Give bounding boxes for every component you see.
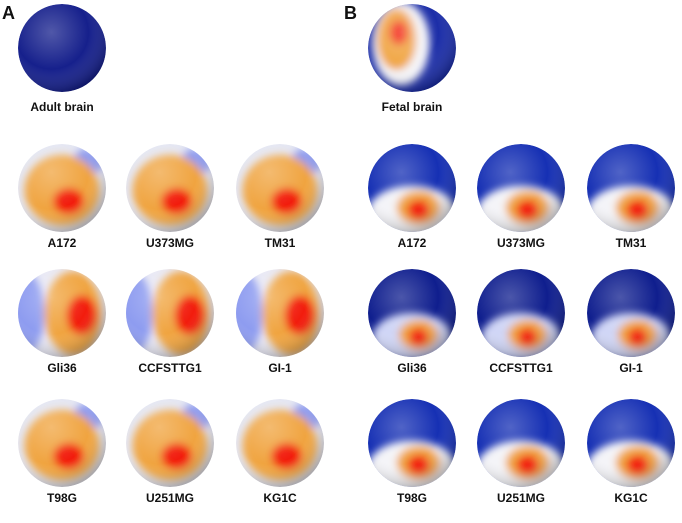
sphere <box>126 144 214 232</box>
sphere <box>368 269 456 357</box>
sphere <box>236 269 324 357</box>
sphere-label: T98G <box>47 491 77 505</box>
sphere <box>126 269 214 357</box>
sphere <box>368 399 456 487</box>
sphere-label: U251MG <box>146 491 194 505</box>
sphere <box>587 144 675 232</box>
sphere-label: U251MG <box>497 491 545 505</box>
sphere-label: TM31 <box>265 236 296 250</box>
sphere <box>18 399 106 487</box>
sphere <box>587 399 675 487</box>
sphere-label: U373MG <box>146 236 194 250</box>
sphere <box>587 269 675 357</box>
sphere <box>18 144 106 232</box>
sphere <box>126 399 214 487</box>
sphere-label: KG1C <box>614 491 648 505</box>
sphere-label: CCFSTTG1 <box>138 361 202 375</box>
sphere-label: A172 <box>398 236 427 250</box>
sphere <box>477 144 565 232</box>
sphere-label: A172 <box>48 236 77 250</box>
sphere <box>477 399 565 487</box>
sphere-label: GI-1 <box>268 361 292 375</box>
sphere-label: Gli36 <box>47 361 77 375</box>
sphere-label: Adult brain <box>30 100 93 114</box>
sphere-label: CCFSTTG1 <box>489 361 553 375</box>
panel-letter: A <box>2 3 15 23</box>
sphere-label: T98G <box>397 491 427 505</box>
sphere <box>477 269 565 357</box>
sphere <box>236 399 324 487</box>
sphere <box>368 4 456 92</box>
sphere-label: KG1C <box>263 491 297 505</box>
sphere <box>18 269 106 357</box>
sphere <box>18 4 106 92</box>
sphere-label: U373MG <box>497 236 545 250</box>
sphere-label: Fetal brain <box>382 100 443 114</box>
panel-letter: B <box>344 3 357 23</box>
sphere <box>368 144 456 232</box>
sphere-label: TM31 <box>616 236 647 250</box>
sphere <box>236 144 324 232</box>
sphere-label: GI-1 <box>619 361 643 375</box>
sphere-label: Gli36 <box>397 361 427 375</box>
